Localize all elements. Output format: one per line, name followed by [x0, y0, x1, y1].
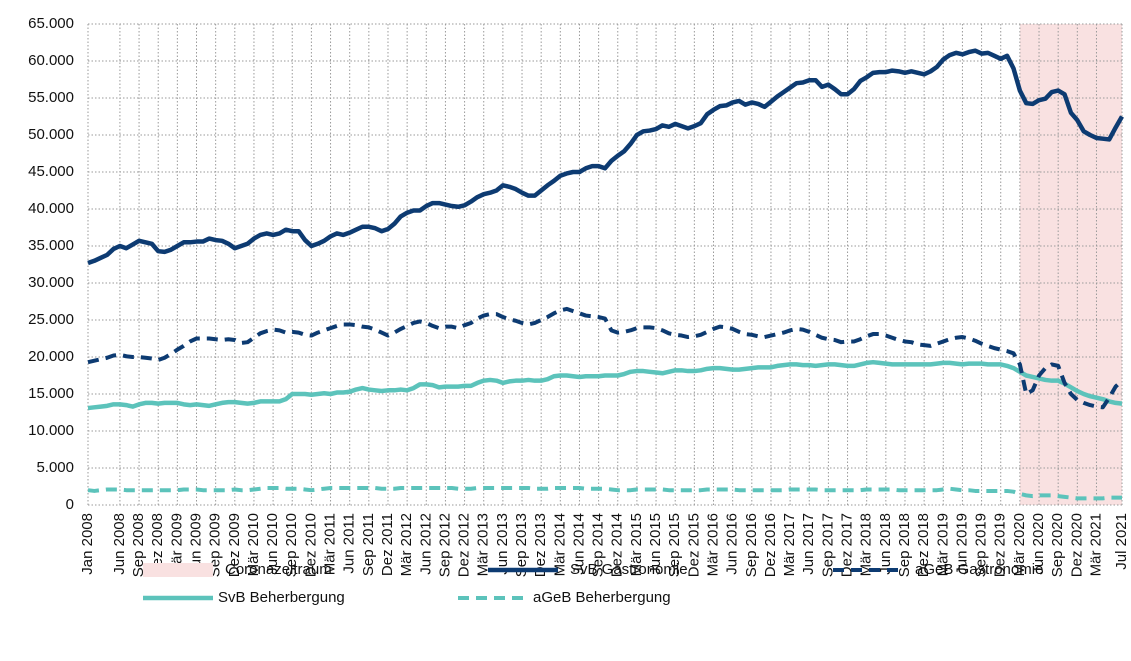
- legend-label: SvB Beherbergung: [218, 589, 345, 606]
- series-line: [87, 48, 1124, 266]
- x-tick-label: Sep 2020: [1049, 513, 1066, 577]
- x-tick-label: Jan 2008: [79, 513, 96, 575]
- x-tick-label: Jun 2017: [800, 513, 817, 575]
- x-tick-label: Dez 2020: [1068, 513, 1085, 577]
- x-tick-label: Dez 2010: [302, 513, 319, 577]
- corona-shade: [1019, 24, 1122, 505]
- legend-label: SvB Gastronomie: [570, 561, 688, 578]
- x-tick-label: Dez 2017: [839, 513, 856, 577]
- x-tick-label: Sep 2010: [283, 513, 300, 577]
- x-tick-label: Jun 2011: [341, 513, 358, 574]
- x-tick-label: Sep 2011: [360, 513, 377, 576]
- background-layer: [1019, 24, 1122, 505]
- legend-label: Coronazeitraum: [225, 561, 332, 578]
- x-tick-label: Dez 2012: [456, 513, 473, 577]
- x-tick-label: Jun 2012: [417, 513, 434, 575]
- x-tick-label: Jun 2010: [264, 513, 281, 575]
- x-tick-label: Dez 2013: [532, 513, 549, 577]
- y-tick-label: 15.000: [28, 385, 74, 402]
- series-line: [87, 359, 1123, 411]
- x-tick-label: Sep 2019: [973, 513, 990, 577]
- y-tick-label: 5.000: [36, 459, 74, 476]
- y-tick-label: 35.000: [28, 237, 74, 254]
- x-tick-label: Dez 2018: [915, 513, 932, 577]
- legend-swatch: [143, 563, 213, 577]
- series-line: [87, 306, 1124, 410]
- x-tick-label: Mär 2010: [245, 513, 262, 576]
- x-tick-label: Mär 2009: [168, 513, 185, 576]
- y-tick-label: 40.000: [28, 200, 74, 217]
- x-tick-label: Jun 2018: [877, 513, 894, 575]
- x-tick-label: Sep 2013: [513, 513, 530, 577]
- y-tick-label: 30.000: [28, 274, 74, 291]
- grid-layer: [87, 23, 1123, 506]
- x-tick-label: Jun 2016: [724, 513, 741, 575]
- x-tick-label: Jun 2019: [953, 513, 970, 575]
- x-tick-label: Mär 2011: [322, 513, 339, 575]
- x-tick-label: Sep 2015: [666, 513, 683, 577]
- x-tick-label: Dez 2009: [226, 513, 243, 577]
- x-tick-label: Jul 2021: [1113, 513, 1130, 570]
- x-tick-label: Dez 2008: [149, 513, 166, 577]
- x-tick-label: Dez 2019: [992, 513, 1009, 577]
- x-tick-label: Mär 2021: [1087, 513, 1104, 576]
- x-tick-label: Mär 2018: [858, 513, 875, 576]
- x-tick-label: Jun 2008: [111, 513, 128, 575]
- x-tick-label: Dez 2014: [609, 513, 626, 577]
- lines-layer: [87, 48, 1124, 501]
- x-tick-label: Dez 2015: [685, 513, 702, 577]
- x-tick-label: Dez 2011: [379, 513, 396, 576]
- y-tick-label: 0: [66, 496, 74, 513]
- legend-label: aGeB Beherbergung: [533, 589, 671, 606]
- y-tick-label: 45.000: [28, 163, 74, 180]
- x-tick-label: Mär 2017: [781, 513, 798, 576]
- x-tick-label: Sep 2009: [207, 513, 224, 577]
- y-tick-label: 25.000: [28, 311, 74, 328]
- x-tick-label: Sep 2018: [896, 513, 913, 577]
- x-tick-label: Jun 2015: [647, 513, 664, 575]
- x-tick-label: Mär 2020: [1011, 513, 1028, 576]
- y-tick-label: 20.000: [28, 348, 74, 365]
- x-tick-label: Jun 2009: [187, 513, 204, 575]
- x-tick-label: Mär 2012: [398, 513, 415, 576]
- x-tick-label: Sep 2016: [743, 513, 760, 577]
- x-tick-label: Jun 2014: [570, 513, 587, 575]
- labels-layer: 0 5.000 10.000 15.000 20.000 25.000 30.000 35.0…: [28, 15, 1130, 577]
- y-tick-label: 10.000: [28, 422, 74, 439]
- x-tick-label: Mär 2015: [628, 513, 645, 576]
- x-tick-label: Mär 2019: [934, 513, 951, 576]
- x-tick-label: Sep 2017: [819, 513, 836, 577]
- y-tick-label: 55.000: [28, 89, 74, 106]
- x-tick-label: Sep 2014: [590, 513, 607, 577]
- x-tick-label: Jun 2020: [1030, 513, 1047, 575]
- x-tick-label: Jun 2013: [494, 513, 511, 575]
- x-tick-label: Mär 2016: [704, 513, 721, 576]
- series-line: [87, 485, 1122, 501]
- y-tick-label: 60.000: [28, 52, 74, 69]
- x-tick-label: Sep 2012: [436, 513, 453, 577]
- x-tick-label: Mär 2013: [475, 513, 492, 576]
- x-tick-label: Dez 2016: [762, 513, 779, 577]
- legend-label: aGeB Gastronomie: [915, 561, 1043, 578]
- legend: Coronazeitraum SvB Gastronomie aGeB Gastro…: [143, 561, 1043, 606]
- x-tick-label: Sep 2008: [130, 513, 147, 577]
- x-tick-label: Mär 2014: [551, 513, 568, 576]
- y-tick-label: 65.000: [28, 15, 74, 32]
- y-tick-label: 50.000: [28, 126, 74, 143]
